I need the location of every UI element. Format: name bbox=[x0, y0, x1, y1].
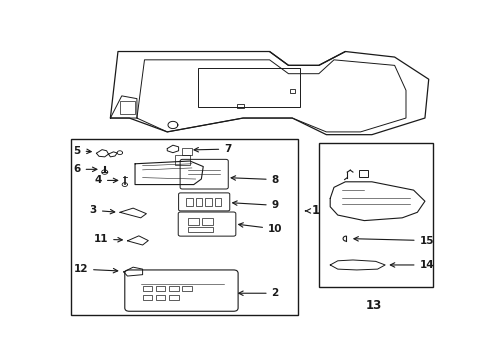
Bar bbox=[205, 198, 211, 206]
Text: 13: 13 bbox=[365, 299, 381, 312]
Bar bbox=[202, 217, 212, 225]
Bar bbox=[156, 286, 165, 291]
Bar bbox=[175, 156, 189, 165]
Bar bbox=[182, 148, 191, 155]
Bar bbox=[142, 295, 152, 301]
Text: 4: 4 bbox=[94, 175, 118, 185]
Bar bbox=[169, 286, 178, 291]
Bar bbox=[237, 104, 244, 108]
Bar bbox=[214, 198, 221, 206]
Bar bbox=[142, 286, 152, 291]
Text: 10: 10 bbox=[238, 223, 282, 234]
Bar bbox=[120, 102, 135, 114]
Bar bbox=[289, 89, 294, 93]
Bar bbox=[188, 217, 198, 225]
Bar bbox=[70, 139, 297, 315]
Bar bbox=[318, 143, 432, 287]
Text: 7: 7 bbox=[194, 144, 231, 154]
Text: 14: 14 bbox=[389, 260, 433, 270]
Text: 3: 3 bbox=[89, 205, 115, 215]
Bar bbox=[195, 198, 202, 206]
Text: 9: 9 bbox=[232, 201, 278, 210]
Text: 5: 5 bbox=[73, 146, 91, 156]
Bar bbox=[186, 198, 193, 206]
Text: 12: 12 bbox=[73, 264, 118, 274]
Bar bbox=[197, 68, 299, 107]
Bar bbox=[182, 286, 191, 291]
Text: 15: 15 bbox=[353, 235, 433, 246]
Bar bbox=[188, 227, 212, 232]
Text: 11: 11 bbox=[94, 234, 122, 244]
Text: 6: 6 bbox=[73, 164, 97, 174]
Text: 8: 8 bbox=[231, 175, 278, 185]
Text: 2: 2 bbox=[238, 288, 278, 298]
Bar bbox=[358, 170, 367, 177]
Text: 1: 1 bbox=[305, 204, 319, 217]
Bar bbox=[169, 295, 178, 301]
Bar bbox=[156, 295, 165, 301]
